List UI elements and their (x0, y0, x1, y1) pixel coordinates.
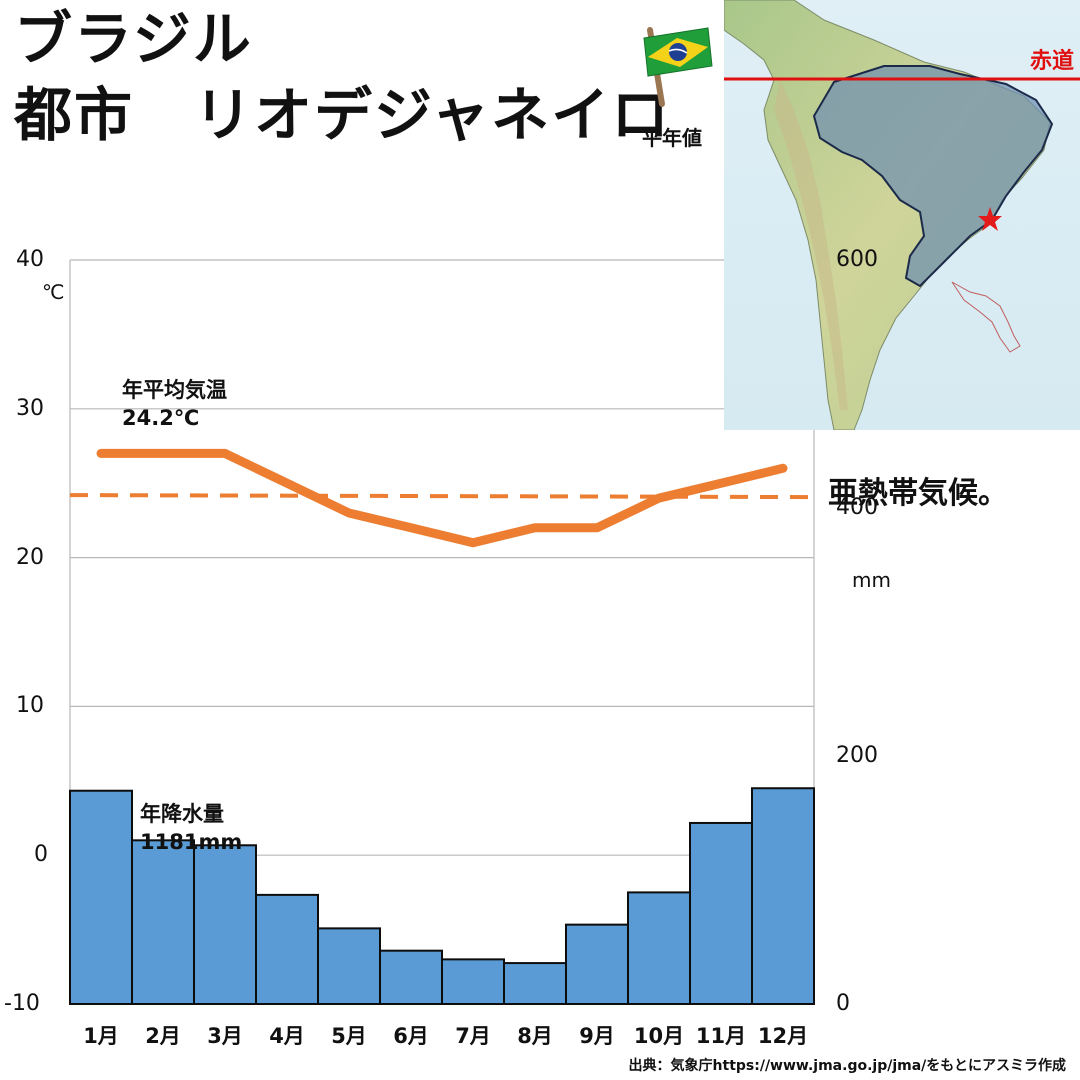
brazil-highlight (812, 65, 1054, 288)
temperature-line (96, 448, 788, 548)
left-tick-label: 0 (34, 842, 48, 868)
month-label: 1月 (83, 1024, 119, 1048)
mean-temp-annotation: 年平均気温 24.2℃ (122, 376, 227, 433)
equator-label: 赤道 (1030, 48, 1074, 74)
month-label: 11月 (695, 1024, 747, 1048)
city-title: 都市 リオデジャネイロ (14, 81, 672, 149)
city-star-icon (978, 207, 1002, 231)
precip-bar (627, 891, 691, 1006)
andes-shading (774, 80, 848, 410)
precip-bar (193, 844, 257, 1006)
precip-bar (441, 958, 505, 1005)
precip-annotation: 年降水量 1181mm (140, 800, 242, 857)
left-tick-label: 30 (16, 395, 44, 421)
precip-bar (131, 839, 195, 1005)
mean-temp-label: 年平均気温 (122, 378, 227, 402)
south-america-map: 赤道 (724, 0, 1080, 430)
month-label: 5月 (331, 1024, 367, 1048)
month-label: 6月 (393, 1024, 429, 1048)
brazil-flag-icon (643, 27, 713, 107)
precip-label: 年降水量 (140, 802, 224, 826)
precip-value: 1181mm (140, 830, 243, 855)
month-label: 4月 (269, 1024, 305, 1048)
left-tick-label: -10 (4, 991, 40, 1016)
precip-bar (379, 949, 443, 1005)
precip-bar (503, 962, 567, 1006)
right-tick-label: 600 (836, 247, 878, 272)
right-tick-label: 0 (836, 991, 850, 1016)
month-label: 3月 (207, 1024, 243, 1048)
precip-bar (69, 789, 133, 1005)
precip-bar (317, 927, 381, 1005)
month-label: 8月 (517, 1024, 553, 1048)
month-label: 9月 (579, 1024, 615, 1048)
precip-bar (565, 923, 629, 1006)
left-tick-label: 40 (16, 247, 44, 272)
month-label: 2月 (145, 1024, 181, 1048)
right-axis-unit: mm (852, 568, 891, 592)
mean-temp-line (69, 493, 821, 500)
month-label: 7月 (455, 1024, 491, 1048)
right-tick-label: 200 (836, 743, 878, 768)
right-tick-label: 400 (836, 495, 878, 520)
precip-bar (751, 787, 815, 1005)
month-label: 12月 (757, 1024, 809, 1048)
climate-type-label: 亜熱帯気候。 (828, 476, 1008, 511)
month-label: 10月 (633, 1024, 685, 1048)
left-axis-unit: ℃ (42, 280, 65, 304)
source-credit: 出典：気象庁https://www.jma.go.jp/jma/をもとにアスミラ… (628, 1058, 1066, 1074)
left-tick-label: 10 (16, 693, 44, 719)
precip-bar (255, 893, 319, 1006)
uruguay-outline (951, 281, 1021, 353)
mean-temp-value: 24.2℃ (122, 406, 200, 431)
page-title: ブラジル (14, 5, 253, 73)
left-tick-label: 20 (16, 544, 44, 570)
precip-bar (689, 821, 753, 1006)
normal-values-label: 平年値 (642, 126, 702, 150)
